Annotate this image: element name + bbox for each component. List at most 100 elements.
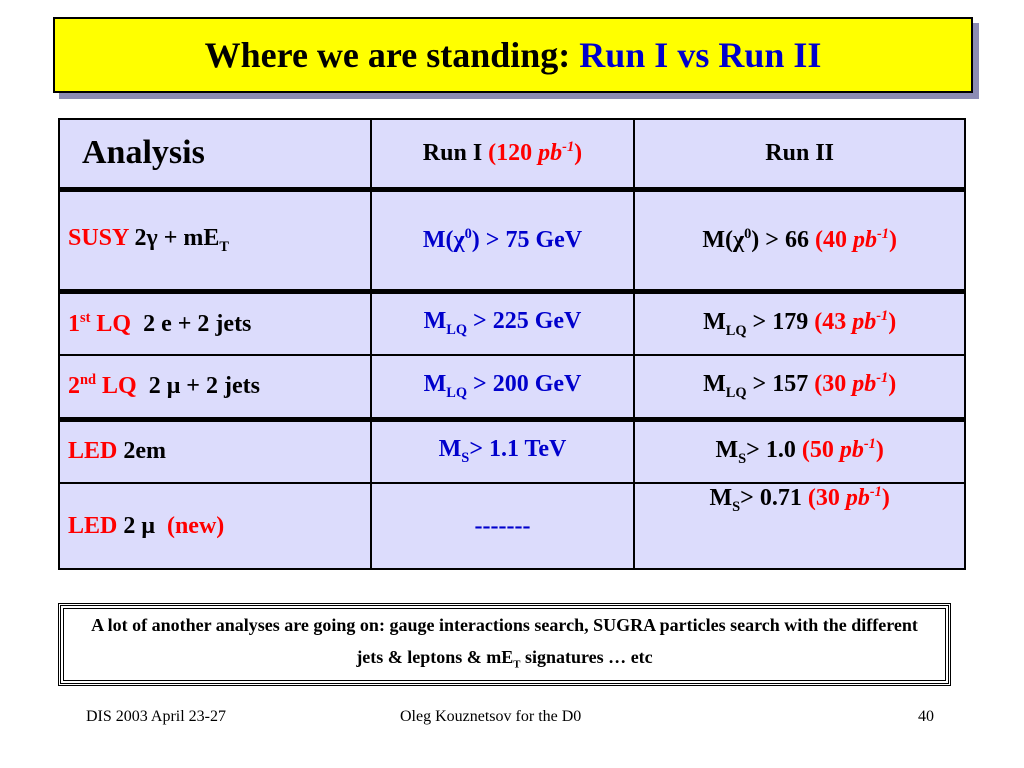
note-box: A lot of another analyses are going on: … xyxy=(58,603,951,686)
text-fragment: ) xyxy=(875,436,884,463)
text-fragment: LQ xyxy=(446,322,468,339)
table-cell: SUSY 2γ + mET xyxy=(58,186,372,292)
text-fragment: -1 xyxy=(876,307,889,324)
text-fragment: signatures … xyxy=(520,646,631,667)
table-cell: 2nd LQ 2 μ + 2 jets xyxy=(58,354,372,420)
text-fragment: ) xyxy=(881,485,890,511)
text-fragment: LQ xyxy=(725,322,747,339)
table-cell: Run I (120 pb-1) xyxy=(369,118,636,190)
table-cell: Run II xyxy=(633,118,966,190)
text-fragment: -1 xyxy=(863,435,876,452)
table-cell: ------- xyxy=(369,482,636,570)
text-fragment: pb xyxy=(845,485,870,511)
text-fragment: M(χ xyxy=(422,227,465,253)
text-fragment: ) xyxy=(574,140,583,167)
text-fragment: > 200 GeV xyxy=(467,370,582,397)
text-fragment: > 1.0 xyxy=(746,436,802,463)
text-fragment: > 0.71 xyxy=(740,485,808,511)
text-fragment: -1 xyxy=(876,370,889,387)
text-fragment: LQ xyxy=(446,384,468,401)
text-fragment: ) xyxy=(888,227,897,253)
table-cell: MS> 1.0 (50 pb-1) xyxy=(633,416,966,484)
table-cell: M(χ0) > 75 GeV xyxy=(369,186,636,292)
table-row: 1st LQ 2 e + 2 jets MLQ > 225 GeV MLQ > 17… xyxy=(58,288,966,356)
text-fragment: nd xyxy=(80,372,97,389)
table-cell: Analysis xyxy=(58,118,372,190)
text-fragment: 2 μ xyxy=(123,512,155,539)
text-fragment: > 1.1 TeV xyxy=(469,436,567,463)
text-fragment: pb xyxy=(852,227,877,253)
text-fragment: ------- xyxy=(474,512,531,539)
table-row: SUSY 2γ + mET M(χ0) > 75 GeV M(χ0) > 66 (4… xyxy=(58,186,966,292)
text-fragment: Analysis xyxy=(82,134,205,172)
text-fragment: LQ xyxy=(725,385,747,402)
text-fragment: Where we are standing: xyxy=(204,35,580,75)
text-fragment: pb xyxy=(852,308,877,335)
text-fragment: LQ xyxy=(90,310,132,337)
text-fragment: ) xyxy=(888,308,897,335)
text-fragment: > 157 xyxy=(746,371,815,398)
table-cell: MLQ > 179 (43 pb-1) xyxy=(633,288,966,356)
footer-center: Oleg Kouznetsov for the D0 xyxy=(400,708,582,725)
table-cell: MLQ > 225 GeV xyxy=(369,288,636,356)
results-table: Analysis Run I (120 pb-1) Run II SUSY 2γ + … xyxy=(58,118,966,570)
text-fragment: (120 xyxy=(488,140,539,167)
text-fragment: pb xyxy=(839,436,864,463)
text-fragment: pb xyxy=(538,140,563,167)
text-fragment: T xyxy=(513,658,521,671)
text-fragment: etc xyxy=(630,646,653,667)
text-fragment: > 225 GeV xyxy=(467,308,582,335)
table-cell: M(χ0) > 66 (40 pb-1) xyxy=(633,186,966,292)
text-fragment: (43 xyxy=(814,308,853,335)
text-fragment: M xyxy=(423,308,447,335)
text-fragment: SUSY xyxy=(68,224,135,251)
text-fragment: 2em xyxy=(123,438,167,465)
table-cell: LED 2em xyxy=(58,416,372,484)
text-fragment: M xyxy=(715,436,739,463)
text-fragment: T xyxy=(219,238,229,255)
table-cell: MS> 1.1 TeV xyxy=(369,416,636,484)
text-fragment: 0 xyxy=(744,226,752,242)
text-fragment: -1 xyxy=(562,139,575,156)
text-fragment: M(χ xyxy=(702,227,745,253)
table-cell: LED 2 μ (new) xyxy=(58,482,372,570)
text-fragment: 2 μ + 2 jets xyxy=(136,373,260,400)
table-cell: MS> 0.71 (30 pb-1) xyxy=(633,482,966,570)
text-fragment: (40 xyxy=(814,227,853,253)
text-fragment: A lot of another analyses are going on: … xyxy=(91,614,918,667)
text-fragment: 2γ + mE xyxy=(134,224,220,251)
text-fragment: LQ xyxy=(96,373,137,400)
text-fragment: > 179 xyxy=(746,308,815,335)
table-cell: MLQ > 200 GeV xyxy=(369,354,636,420)
text-fragment: S xyxy=(738,450,747,467)
footer-left: DIS 2003 April 23-27 xyxy=(86,708,226,725)
text-fragment: pb xyxy=(852,371,877,398)
title-box: Where we are standing: Run I vs Run II xyxy=(53,17,973,93)
text-fragment: M xyxy=(423,370,447,397)
text-fragment: M xyxy=(438,436,462,463)
text-fragment: M xyxy=(709,485,733,511)
text-fragment: -1 xyxy=(876,226,889,242)
text-fragment: 1 xyxy=(68,310,80,337)
text-fragment: (new) xyxy=(154,512,225,539)
table-row: LED 2 μ (new) ------- MS> 0.71 (30 pb-1) xyxy=(58,482,966,570)
text-fragment: 0 xyxy=(464,226,472,242)
text-fragment: ) > 75 GeV xyxy=(471,227,583,253)
note-text: A lot of another analyses are going on: … xyxy=(91,609,918,681)
text-fragment: S xyxy=(732,498,741,515)
text-fragment: (30 xyxy=(814,371,853,398)
table-row: Analysis Run I (120 pb-1) Run II xyxy=(58,118,966,190)
text-fragment: 2 e + 2 jets xyxy=(131,310,252,337)
text-fragment: S xyxy=(461,450,470,467)
text-fragment: Run II xyxy=(765,139,835,166)
text-fragment: Run I xyxy=(422,140,489,167)
table-row: 2nd LQ 2 μ + 2 jets MLQ > 200 GeV MLQ > 15… xyxy=(58,354,966,420)
table-cell: 1st LQ 2 e + 2 jets xyxy=(58,288,372,356)
text-fragment: Run I vs Run II xyxy=(579,35,822,75)
text-fragment: -1 xyxy=(869,484,882,500)
text-fragment: (30 xyxy=(807,485,846,511)
text-fragment: ) > 66 xyxy=(751,227,815,253)
text-fragment: LED xyxy=(68,512,124,539)
text-fragment: M xyxy=(703,308,726,335)
text-fragment: M xyxy=(703,371,726,398)
